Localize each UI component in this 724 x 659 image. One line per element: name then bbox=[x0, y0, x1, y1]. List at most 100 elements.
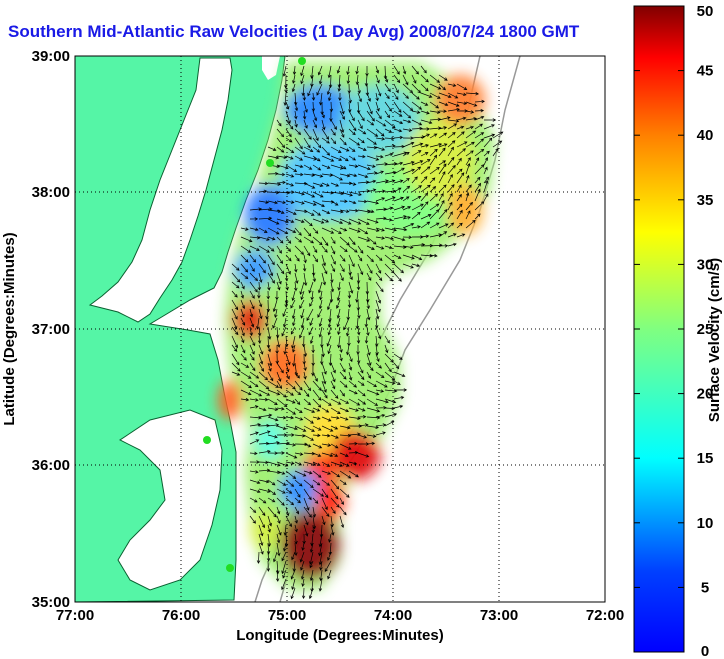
velocity-arrow bbox=[258, 371, 269, 381]
velocity-arrow bbox=[348, 101, 352, 113]
velocity-arrow bbox=[375, 179, 389, 184]
y-tick-label: 39:00 bbox=[32, 48, 70, 65]
velocity-arrow bbox=[231, 308, 238, 320]
velocity-arrow bbox=[321, 452, 334, 458]
velocity-arrow bbox=[258, 299, 263, 308]
velocity-arrow bbox=[420, 92, 433, 98]
velocity-arrow bbox=[285, 227, 297, 233]
velocity-arrow bbox=[339, 227, 348, 232]
velocity-arrow bbox=[384, 170, 397, 175]
velocity-arrow bbox=[294, 470, 307, 477]
velocity-arrow bbox=[375, 119, 387, 127]
velocity-arrow bbox=[258, 441, 270, 446]
velocity-arrow bbox=[339, 254, 346, 262]
velocity-arrow bbox=[339, 272, 344, 282]
velocity-arrow bbox=[231, 326, 239, 336]
velocity-arrow bbox=[303, 470, 313, 475]
velocity-arrow bbox=[337, 74, 342, 89]
velocity-arrow bbox=[384, 218, 393, 222]
velocity-arrow bbox=[321, 470, 331, 475]
velocity-arrow bbox=[339, 263, 345, 273]
velocity-arrow bbox=[355, 74, 360, 86]
hf-radar-site bbox=[298, 57, 306, 65]
velocity-arrow bbox=[420, 184, 431, 193]
velocity-arrow bbox=[474, 201, 485, 211]
velocity-arrow bbox=[474, 99, 485, 104]
velocity-arrow bbox=[357, 83, 361, 94]
velocity-arrow bbox=[357, 245, 364, 254]
velocity-arrow bbox=[310, 290, 314, 301]
velocity-arrow bbox=[456, 222, 463, 229]
velocity-arrow bbox=[339, 164, 347, 170]
velocity-arrow bbox=[300, 569, 305, 580]
velocity-arrow bbox=[438, 223, 449, 229]
velocity-arrow bbox=[438, 116, 451, 121]
chesapeake-bay bbox=[88, 57, 233, 323]
velocity-arrow bbox=[357, 199, 368, 204]
velocity-arrow bbox=[366, 263, 373, 274]
velocity-arrow bbox=[474, 115, 485, 121]
velocity-arrow bbox=[312, 398, 322, 408]
velocity-arrow bbox=[366, 380, 378, 387]
velocity-arrow bbox=[366, 179, 377, 184]
velocity-arrow bbox=[393, 187, 402, 193]
velocity-arrow bbox=[231, 263, 240, 271]
velocity-arrow bbox=[348, 416, 361, 421]
velocity-arrow bbox=[281, 551, 287, 562]
colorbar-tick-label: 50 bbox=[697, 3, 714, 20]
velocity-arrow bbox=[303, 425, 315, 432]
velocity-arrow bbox=[420, 110, 430, 115]
velocity-arrow bbox=[339, 209, 350, 213]
velocity-arrow bbox=[319, 290, 323, 301]
velocity-arrow bbox=[240, 272, 249, 280]
velocity-arrow bbox=[308, 281, 314, 294]
velocity-arrow bbox=[266, 542, 271, 555]
velocity-arrow bbox=[258, 542, 264, 555]
velocity-arrow bbox=[321, 380, 327, 393]
velocity-arrow bbox=[240, 397, 250, 402]
velocity-arrow bbox=[330, 281, 335, 293]
velocity-arrow bbox=[339, 199, 348, 204]
velocity-arrow bbox=[276, 497, 285, 506]
velocity-arrow bbox=[303, 398, 312, 406]
velocity-arrow bbox=[321, 488, 329, 499]
velocity-arrow bbox=[343, 317, 350, 331]
velocity-arrow bbox=[336, 317, 341, 328]
velocity-arrow bbox=[411, 83, 422, 94]
velocity-arrow bbox=[348, 281, 354, 294]
velocity-arrow bbox=[257, 335, 262, 344]
colorbar-tick-label: 25 bbox=[697, 321, 714, 338]
velocity-arrow bbox=[465, 117, 478, 121]
velocity-arrow bbox=[303, 227, 312, 237]
velocity-arrow bbox=[375, 362, 382, 369]
velocity-arrow bbox=[348, 441, 358, 446]
velocity-arrow bbox=[375, 128, 385, 137]
velocity-arrow bbox=[393, 236, 406, 242]
velocity-arrow bbox=[420, 144, 430, 148]
velocity-arrow bbox=[492, 140, 503, 148]
velocity-arrows bbox=[231, 65, 504, 600]
velocity-arrow bbox=[272, 551, 278, 563]
velocity-arrow bbox=[474, 148, 485, 157]
velocity-arrow bbox=[267, 515, 273, 527]
velocity-arrow bbox=[339, 128, 345, 138]
velocity-arrow bbox=[337, 83, 341, 92]
velocity-arrow bbox=[303, 524, 309, 537]
velocity-arrow bbox=[294, 218, 305, 223]
velocity-arrow bbox=[321, 128, 329, 140]
velocity-arrow bbox=[429, 154, 438, 166]
velocity-arrow bbox=[276, 533, 281, 544]
velocity-arrow bbox=[357, 254, 363, 262]
velocity-arrow bbox=[312, 146, 321, 153]
velocity-arrow bbox=[300, 317, 305, 329]
velocity-arrow bbox=[258, 524, 264, 537]
velocity-arrow bbox=[429, 209, 440, 220]
velocity-arrow bbox=[312, 433, 321, 438]
velocity-arrow bbox=[330, 380, 336, 390]
velocity-arrow bbox=[375, 92, 379, 102]
velocity-arrow bbox=[294, 191, 305, 196]
velocity-arrow bbox=[312, 497, 319, 504]
velocity-arrow bbox=[357, 362, 364, 374]
velocity-arrow bbox=[420, 176, 428, 184]
velocity-arrow bbox=[330, 137, 337, 145]
